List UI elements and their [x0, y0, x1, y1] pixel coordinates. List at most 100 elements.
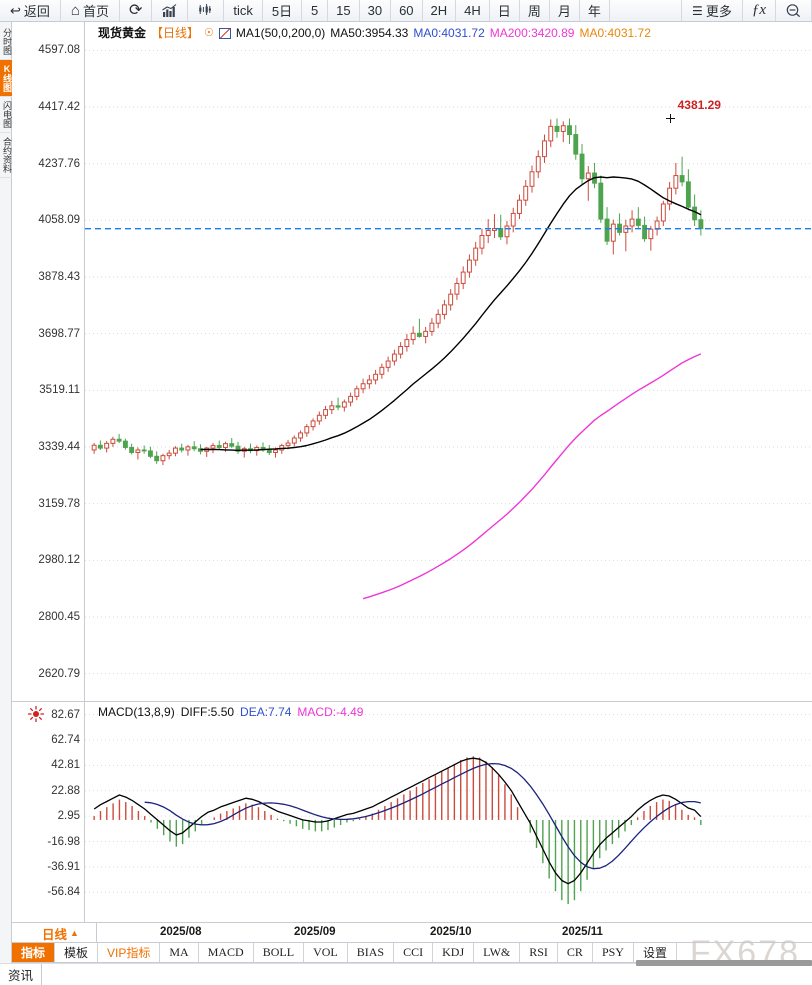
indicator-tab-lwr-label: LW& — [483, 945, 511, 959]
macd-svg — [85, 714, 812, 904]
indicator-tab-psy[interactable]: PSY — [593, 943, 634, 962]
home-icon: ⌂ — [70, 2, 80, 19]
period-5d-button[interactable]: 5日 — [262, 0, 303, 21]
indicator-tab-vol-label: VOL — [313, 945, 338, 959]
price-chart-panel[interactable]: 现货黄金 【日线】 ☉ MA1(50,0,200,0) MA50:3954.33… — [12, 22, 812, 702]
cycle-selector[interactable]: 日线 ▲ — [25, 923, 97, 943]
macd-y-tick: 2.95 — [57, 810, 80, 823]
date-axis-tick: 2025/09 — [294, 926, 336, 938]
home-button[interactable]: ⌂ 首页 — [60, 0, 120, 21]
indicator-tab-zhibiao[interactable]: 指标 — [12, 943, 56, 962]
tick-button-label: tick — [233, 3, 253, 18]
macd-y-tick: -56.84 — [47, 886, 80, 899]
sidebar-item-kline-label: K线图 — [2, 64, 12, 92]
macd-plot-area[interactable] — [84, 702, 812, 922]
sidebar-item-kline[interactable]: K线图 — [0, 60, 12, 97]
indicator-tab-ma[interactable]: MA — [160, 943, 199, 962]
indicator-tab-settings[interactable]: 设置 — [634, 943, 677, 962]
indicator-tab-macd-label: MACD — [207, 945, 244, 959]
period-4h-button[interactable]: 4H — [456, 0, 490, 21]
cycle-up-arrow-icon: ▲ — [70, 928, 79, 938]
period-5m-button[interactable]: 5 — [302, 0, 329, 21]
sidebar-item-timeshare[interactable]: 分时图 — [0, 24, 12, 60]
date-axis-tick: 2025/08 — [160, 926, 202, 938]
ma-params-label: MA1(50,0,200,0) — [235, 25, 326, 40]
indicator-tab-cr-label: CR — [566, 945, 583, 959]
indicator-tab-kdj-label: KDJ — [442, 945, 465, 959]
price-plot-area[interactable]: 4381.29 — [84, 22, 812, 701]
period-week-button[interactable]: 周 — [519, 0, 550, 21]
indicator-tab-boll-label: BOLL — [262, 945, 295, 959]
horizontal-scrollbar[interactable] — [636, 960, 812, 966]
candlestick-button[interactable] — [188, 0, 225, 21]
refresh-button[interactable]: ⟳ — [120, 0, 153, 21]
indicator-toolbar: 指标 模板 VIP指标 MA MACD BOLL VOL BIAS CCI KDJ LW& RSI CR… — [12, 934, 812, 972]
indicator-tab-kdj[interactable]: KDJ — [433, 943, 475, 962]
sun-icon[interactable] — [28, 706, 44, 722]
indicator-tab-boll[interactable]: BOLL — [254, 943, 305, 962]
price-y-tick: 2620.79 — [38, 667, 80, 680]
price-y-tick: 3698.77 — [38, 327, 80, 340]
indicator-tab-cr[interactable]: CR — [558, 943, 593, 962]
indicator-tab-settings-label: 设置 — [642, 946, 667, 960]
indicator-tab-vol[interactable]: VOL — [304, 943, 348, 962]
macd-diff-value: DIFF:5.50 — [180, 705, 235, 719]
price-candlestick-svg — [85, 49, 812, 675]
period-15m-button[interactable]: 15 — [328, 0, 360, 21]
back-arrow-icon: ↩ — [10, 3, 21, 18]
period-60m-button[interactable]: 60 — [391, 0, 423, 21]
bottom-bar-filler — [42, 964, 812, 985]
period-year-button-label: 年 — [587, 4, 601, 19]
zoom-out-button[interactable] — [776, 0, 812, 21]
indicator-tab-rsi-label: RSI — [529, 945, 548, 959]
indicator-tab-lwr[interactable]: LW& — [474, 943, 521, 962]
price-y-tick: 3339.44 — [38, 441, 80, 453]
indicator-tab-cci[interactable]: CCI — [394, 943, 434, 962]
period-2h-button[interactable]: 2H — [422, 0, 457, 21]
cycle-icon[interactable]: ☉ — [204, 27, 214, 39]
ma-indicator-icon[interactable] — [218, 28, 231, 39]
toolbar-spacer — [609, 0, 683, 21]
indicator-tab-macd[interactable]: MACD — [199, 943, 254, 962]
tick-button[interactable]: tick — [224, 0, 263, 21]
back-button[interactable]: ↩ 返回 — [0, 0, 61, 21]
indicator-tab-moban[interactable]: 模板 — [55, 943, 99, 962]
period-4h-button-label: 4H — [464, 3, 481, 18]
period-month-button[interactable]: 月 — [549, 0, 580, 21]
home-button-label: 首页 — [82, 4, 109, 19]
ma0-blue-value: MA0:4031.72 — [413, 25, 485, 40]
macd-title: MACD(13,8,9) — [98, 705, 175, 719]
indicator-tab-bias-label: BIAS — [356, 945, 385, 959]
more-button[interactable]: ☰ 更多 — [682, 0, 743, 21]
formula-button[interactable]: ƒx — [742, 0, 776, 21]
date-axis-tick: 2025/11 — [562, 926, 603, 938]
period-day-button[interactable]: 日 — [489, 0, 520, 21]
sidebar-item-lightning[interactable]: 闪电图 — [0, 97, 12, 133]
sidebar-item-contract[interactable]: 合约资料 — [0, 133, 12, 178]
indicator-tab-cci-label: CCI — [403, 945, 424, 959]
macd-chart-panel[interactable]: MACD(13,8,9) DIFF:5.50 DEA:7.74 MACD:-4.… — [12, 702, 812, 922]
bar-chart-button[interactable] — [152, 0, 189, 21]
indicator-tab-vip-label: VIP指标 — [107, 946, 151, 960]
price-y-tick: 4597.08 — [38, 44, 80, 57]
macd-y-tick: 42.81 — [51, 759, 80, 772]
period-week-button-label: 周 — [527, 4, 541, 19]
indicator-tab-vip[interactable]: VIP指标 — [98, 943, 161, 962]
period-year-button[interactable]: 年 — [579, 0, 610, 21]
peak-price-annotation: 4381.29 — [677, 98, 721, 113]
top-toolbar: ↩ 返回 ⌂ 首页 ⟳ tick 5日 5 15 30 60 2H 4H 日周月年 ☰ 更多 ƒx — [0, 0, 812, 22]
period-30m-button-label: 30 — [367, 3, 383, 18]
indicator-tab-ma-label: MA — [169, 945, 189, 959]
indicator-tab-rsi[interactable]: RSI — [520, 943, 558, 962]
news-button[interactable]: 资讯 — [0, 964, 43, 985]
macd-y-tick: -16.98 — [47, 835, 80, 848]
function-icon: ƒx — [751, 2, 766, 18]
symbol-name: 现货黄金 — [98, 26, 147, 40]
sidebar-item-timeshare-label: 分时图 — [2, 28, 12, 55]
period-5d-button-label: 5日 — [271, 4, 293, 19]
period-30m-button[interactable]: 30 — [359, 0, 392, 21]
indicator-tab-bias[interactable]: BIAS — [348, 943, 395, 962]
left-sidebar-rail: 分时图 K线图闪电图 合约资料 — [0, 22, 12, 963]
hamburger-icon: ☰ — [692, 3, 703, 18]
